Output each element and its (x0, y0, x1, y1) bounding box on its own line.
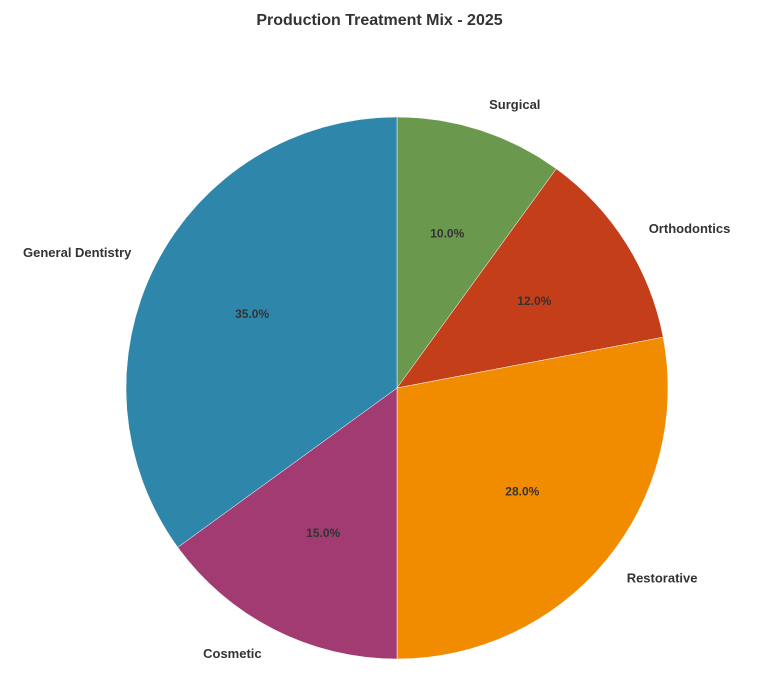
slice-label-general-dentistry: General Dentistry (23, 245, 132, 260)
pct-label-surgical: 10.0% (430, 226, 464, 240)
pct-label-restorative: 28.0% (505, 485, 539, 499)
pie-slice-restorative (396, 336, 669, 660)
chart-title: Production Treatment Mix - 2025 (256, 12, 503, 29)
slice-label-surgical: Surgical (489, 97, 540, 112)
pie-slice-surgical (396, 116, 557, 389)
slice-label-cosmetic: Cosmetic (203, 646, 262, 661)
pct-label-orthodontics: 12.0% (517, 294, 551, 308)
pie-slice-cosmetic (177, 387, 398, 660)
pct-label-general-dentistry: 35.0% (235, 307, 269, 321)
pie-slice-orthodontics (396, 168, 664, 389)
slice-label-restorative: Restorative (627, 571, 698, 586)
pie-slice-general-dentistry (125, 116, 398, 548)
pct-label-cosmetic: 15.0% (306, 526, 340, 540)
slice-label-orthodontics: Orthodontics (649, 221, 731, 236)
